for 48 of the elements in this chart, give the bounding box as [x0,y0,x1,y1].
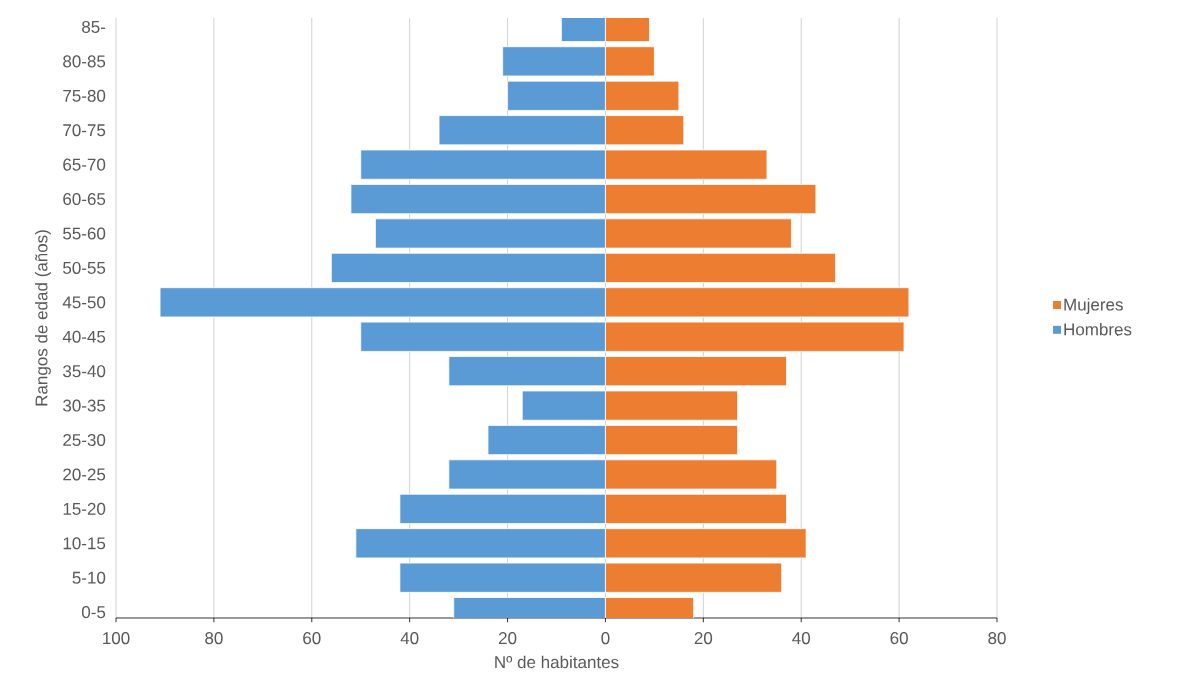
x-tick-label: 40 [792,632,811,645]
bar [605,287,910,318]
bar [605,390,738,421]
y-tick-label: 55-60 [63,227,106,240]
y-tick-label: 75-80 [63,89,106,102]
y-tick-label: 85- [82,20,106,33]
x-tick-label: 20 [694,632,713,645]
x-tick-label: 100 [103,632,130,645]
y-tick-label: 20-25 [63,468,106,481]
bar [605,321,905,352]
bar [605,252,836,283]
x-tick-label: 80 [988,632,1006,645]
bar [605,493,787,524]
bar [605,562,783,593]
x-tick-label: 60 [890,632,908,645]
y-tick-label: 40-45 [62,330,106,343]
y-tick-label: 70-75 [63,124,106,137]
y-tick-label: 15-20 [63,502,106,515]
bar [605,115,685,146]
y-tick-label: 25-30 [63,434,106,447]
bar [605,528,807,559]
bar [605,356,787,387]
y-tick-label: 45-50 [62,296,106,309]
bar [605,218,792,249]
bar [605,80,680,111]
y-tick-label: 5-10 [72,571,106,584]
y-tick-label: 65-70 [63,158,106,171]
bar [605,46,655,77]
x-tick-label: 20 [498,632,517,645]
bar [605,184,817,215]
x-tick-label: 40 [400,632,419,645]
legend-label: Mujeres [1064,298,1123,314]
x-tick-label: 0 [601,632,610,645]
y-tick-label: 50-55 [63,261,106,274]
y-tick-label: 35-40 [63,365,106,378]
y-tick-label: 80-85 [63,55,106,68]
x-axis-title: Nº de habitantes [495,655,619,669]
bar [605,424,738,456]
legend-label: Hombres [1064,322,1132,336]
bar [605,459,778,490]
y-tick-label: 10-15 [63,537,106,550]
y-tick-label: 30-35 [63,399,106,412]
y-tick-label: 60-65 [63,193,106,206]
x-tick-label: 60 [303,632,321,645]
y-tick-label: 0-5 [81,606,106,619]
bar [605,149,768,180]
x-tick-label: 80 [205,632,223,645]
y-axis-title: Rangos de edad (años) [35,230,51,406]
